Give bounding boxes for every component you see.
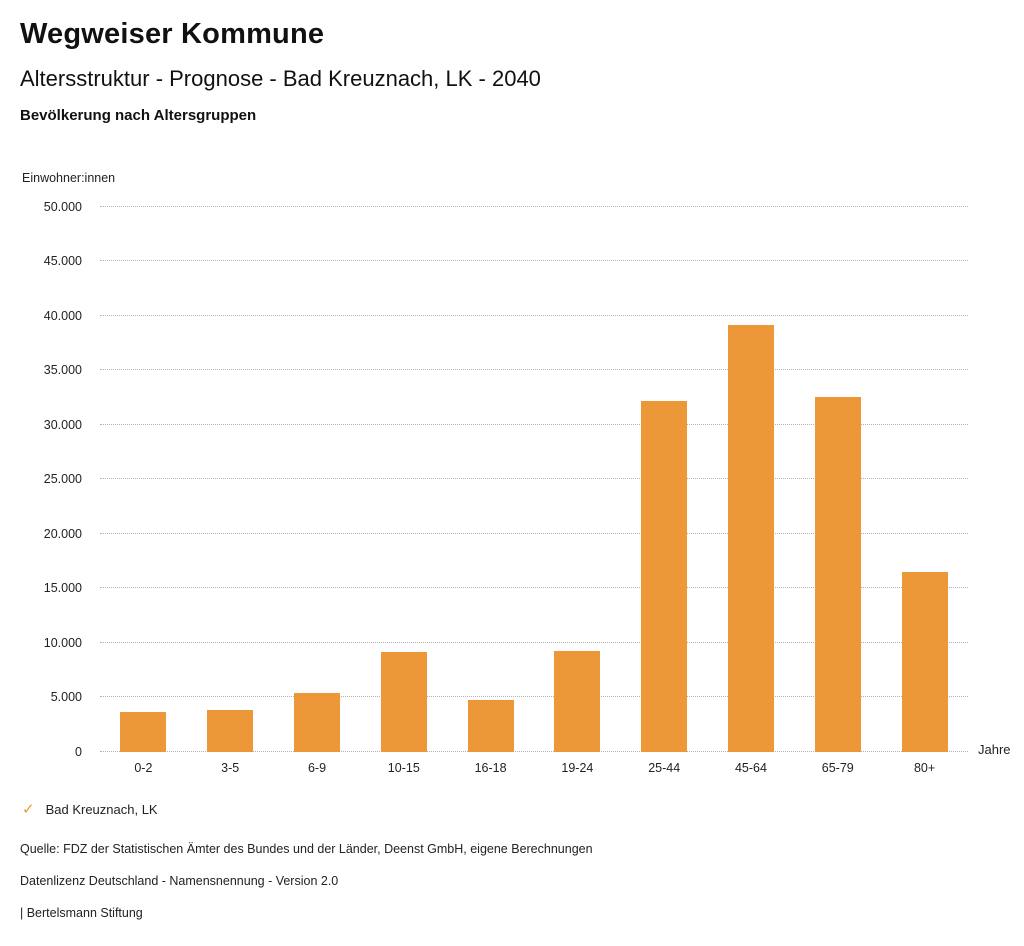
bar-slot: [708, 207, 795, 752]
bar-chart: 0 5.000 10.000 15.000 20.000 25.000 30.000 35.0…: [20, 200, 1011, 759]
gridline: [100, 587, 968, 589]
bar-slot: [621, 207, 708, 752]
y-axis-tick-labels: 0 5.000 10.000 15.000 20.000 25.000 30.000 35.0…: [20, 200, 82, 759]
bar-25-44[interactable]: [641, 400, 688, 752]
bar-65-79[interactable]: [814, 397, 861, 752]
gridline: [100, 260, 968, 262]
x-category-label: 80+: [913, 760, 936, 775]
y-tick-label: 25.000: [43, 472, 82, 487]
y-tick-label: 0: [75, 744, 82, 759]
app-title: Wegweiser Kommune: [20, 18, 325, 50]
bar-slot: [360, 207, 447, 752]
y-tick-label: 20.000: [43, 526, 82, 541]
legend[interactable]: ✓ Bad Kreuznach, LK: [22, 802, 1004, 817]
x-category-label: 19-24: [561, 760, 594, 775]
y-tick-label: 40.000: [43, 308, 82, 323]
check-icon: ✓: [22, 800, 35, 818]
bar-slot: [534, 207, 621, 752]
x-category-label: 0-2: [134, 760, 153, 775]
x-category-label: 65-79: [821, 760, 854, 775]
y-tick-label: 50.000: [43, 199, 82, 214]
page-subtitle: Altersstruktur - Prognose - Bad Kreuznac…: [20, 66, 541, 92]
gridline: [100, 423, 968, 425]
y-tick-label: 15.000: [43, 581, 82, 596]
y-tick-label: 5.000: [50, 690, 82, 705]
bar-slot: [100, 207, 187, 752]
gridline: [100, 750, 968, 752]
bar-3-5[interactable]: [207, 710, 254, 752]
bar-45-64[interactable]: [727, 325, 774, 752]
y-axis-title: Einwohner:innen: [22, 170, 116, 185]
gridline: [100, 314, 968, 316]
bar-10-15[interactable]: [380, 652, 427, 752]
gridline: [100, 369, 968, 371]
x-category-label: 16-18: [474, 760, 507, 775]
gridline: [100, 478, 968, 480]
y-tick-label: 30.000: [43, 417, 82, 432]
source-text: Quelle: FDZ der Statistischen Ämter des …: [20, 841, 593, 856]
bar-slot: [274, 207, 361, 752]
bar-6-9[interactable]: [293, 692, 340, 752]
y-tick-label: 45.000: [43, 254, 82, 269]
bar-slot: [187, 207, 274, 752]
x-category-label: 3-5: [221, 760, 240, 775]
x-category-label: 45-64: [734, 760, 767, 775]
x-category-label: 10-15: [387, 760, 420, 775]
y-tick-label: 10.000: [43, 635, 82, 650]
bar-80+[interactable]: [901, 571, 948, 752]
x-axis-category-labels: 0-2 3-5 6-9 10-15 16-18 19-24 25-44 45-64 65-79 8…: [100, 761, 968, 775]
gridline: [100, 641, 968, 643]
x-category-label: 25-44: [648, 760, 681, 775]
license-text: Datenlizenz Deutschland - Namensnennung …: [20, 873, 339, 888]
bars-row: [100, 207, 968, 752]
attribution-text: | Bertelsmann Stiftung: [20, 905, 143, 920]
gridline: [100, 532, 968, 534]
bar-0-2[interactable]: [120, 712, 167, 752]
bar-19-24[interactable]: [554, 650, 601, 752]
y-tick-label: 35.000: [43, 363, 82, 378]
bar-slot: [794, 207, 881, 752]
gridline: [100, 205, 968, 207]
bar-slot: [881, 207, 968, 752]
plot-area: Jahre: [100, 205, 1011, 757]
gridline: [100, 696, 968, 698]
legend-label: Bad Kreuznach, LK: [45, 801, 158, 817]
chart-title: Bevölkerung nach Altersgruppen: [20, 106, 257, 124]
bar-slot: [447, 207, 534, 752]
x-axis-title: Jahre: [978, 741, 1011, 757]
bar-16-18[interactable]: [467, 700, 514, 752]
x-category-label: 6-9: [307, 760, 327, 775]
